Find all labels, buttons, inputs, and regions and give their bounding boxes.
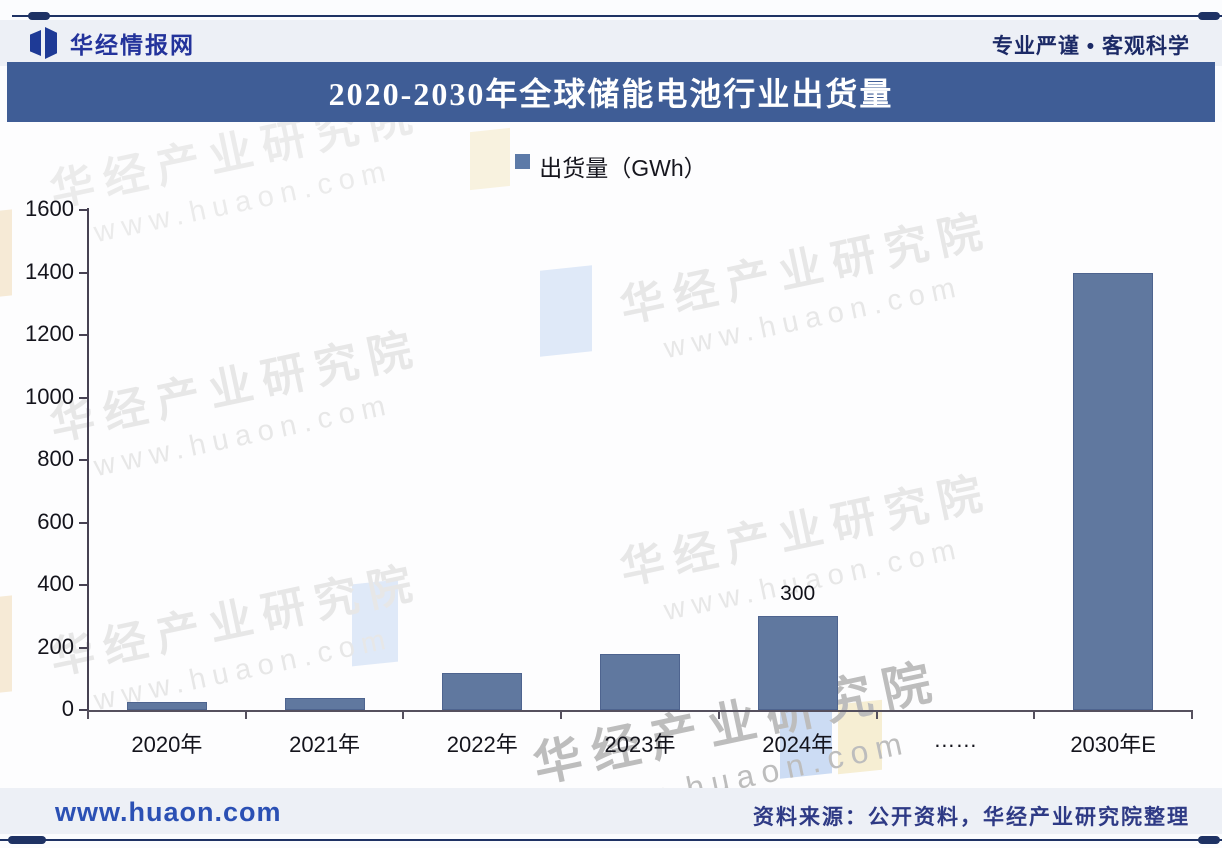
y-axis-tick xyxy=(79,521,88,524)
x-axis xyxy=(87,710,1193,712)
x-axis-tick xyxy=(402,710,405,719)
watermark-line2: www.huaon.com xyxy=(91,388,396,484)
top-border-line xyxy=(12,15,1222,17)
watermark-shape xyxy=(540,265,592,357)
watermark-line1: 华经产业研究院 xyxy=(528,653,947,788)
x-tick-label: 2022年 xyxy=(446,732,518,757)
watermark-line1: 华经产业研究院 xyxy=(615,205,996,333)
bar xyxy=(126,701,207,710)
y-tick-label: 200 xyxy=(37,633,74,659)
x-axis-tick xyxy=(87,710,89,719)
y-tick-label: 400 xyxy=(37,571,74,596)
top-left-dash xyxy=(28,12,50,20)
y-tick-label: 800 xyxy=(37,446,74,471)
y-axis-tick xyxy=(79,271,88,274)
y-axis-tick xyxy=(79,334,88,336)
bottom-border-line xyxy=(0,839,1222,841)
footer-band xyxy=(0,788,1222,834)
y-tick-label: 600 xyxy=(37,508,74,534)
watermark: 华经产业研究院 www.huaon.com xyxy=(43,312,434,491)
logo-icon xyxy=(30,27,58,59)
x-axis-tick xyxy=(1191,710,1193,719)
x-tick-label: 2021年 xyxy=(289,732,361,757)
watermark: 华经产业研究院 www.huaon.com xyxy=(613,456,1004,635)
chart-title: 2020-2030年全球储能电池行业出货量 xyxy=(328,76,894,112)
legend-label: 出货量（GWh） xyxy=(539,155,707,181)
y-axis-tick xyxy=(79,646,88,649)
x-axis-tick xyxy=(560,710,563,719)
watermark-line1: 华经产业研究院 xyxy=(615,467,996,595)
watermark: 华经产业研究院 www.huaon.com xyxy=(613,194,1004,373)
y-tick-label: 1600 xyxy=(25,196,74,221)
y-tick-label: 1000 xyxy=(25,383,74,409)
title-bar: 2020-2030年全球储能电池行业出货量 xyxy=(7,62,1215,122)
watermark: 华经产业研究院 www.huaon.com xyxy=(526,641,956,788)
x-tick-label: 2023年 xyxy=(604,732,676,757)
bar xyxy=(757,616,838,710)
watermark-line2: www.huaon.com xyxy=(661,270,966,366)
bar-value-label: 300 xyxy=(780,582,816,606)
y-tick-label: 1400 xyxy=(25,258,74,284)
watermark: 华经产业研究院 www.huaon.com xyxy=(43,122,434,257)
legend-swatch-icon xyxy=(515,154,531,169)
logo-text: 华经情报网 xyxy=(70,32,195,58)
bar xyxy=(1073,272,1154,710)
x-axis-tick xyxy=(1033,710,1036,719)
top-right-dash xyxy=(1198,12,1220,20)
x-axis-tick xyxy=(717,710,720,719)
x-axis-tick xyxy=(244,710,247,719)
header-band xyxy=(0,20,1222,66)
watermark-line1: 华经产业研究院 xyxy=(45,557,426,685)
watermark-line2: www.huaon.com xyxy=(91,622,396,718)
bottom-right-dash xyxy=(1198,836,1220,844)
x-axis-tick xyxy=(875,710,878,719)
x-tick-label: …… xyxy=(933,727,978,752)
watermark-line1: 华经产业研究院 xyxy=(45,323,426,451)
y-tick-label: 0 xyxy=(61,696,74,721)
x-tick-label: 2030年E xyxy=(1070,732,1156,757)
chart-panel: 出货量（GWh） 华经产业研究院 www.huaon.com 华经产业研究院 www.… xyxy=(0,122,1222,788)
bar xyxy=(442,672,523,710)
footer-site-url: www.huaon.com xyxy=(55,797,282,827)
header-slogan: 专业严谨 • 客观科学 xyxy=(991,35,1190,58)
y-axis xyxy=(87,208,89,710)
y-axis-tick xyxy=(79,396,88,399)
bottom-left-dash xyxy=(8,836,46,844)
y-axis-tick xyxy=(79,584,88,586)
watermark-shape xyxy=(352,579,398,667)
site-logo: 华经情报网 xyxy=(30,26,195,60)
chart-legend: 出货量（GWh） xyxy=(0,149,1222,183)
x-tick-label: 2020年 xyxy=(131,732,203,757)
bar xyxy=(600,653,680,710)
y-axis-tick xyxy=(79,209,88,211)
watermark: 华经产业研究院 www.huaon.com xyxy=(43,546,434,725)
y-axis-tick xyxy=(79,709,88,711)
x-tick-label: 2024年 xyxy=(762,732,834,757)
bar xyxy=(284,697,365,710)
y-axis-tick xyxy=(79,459,88,461)
footer-source-note: 资料来源：公开资料，华经产业研究院整理 xyxy=(753,806,1190,829)
y-tick-label: 1200 xyxy=(25,321,74,346)
